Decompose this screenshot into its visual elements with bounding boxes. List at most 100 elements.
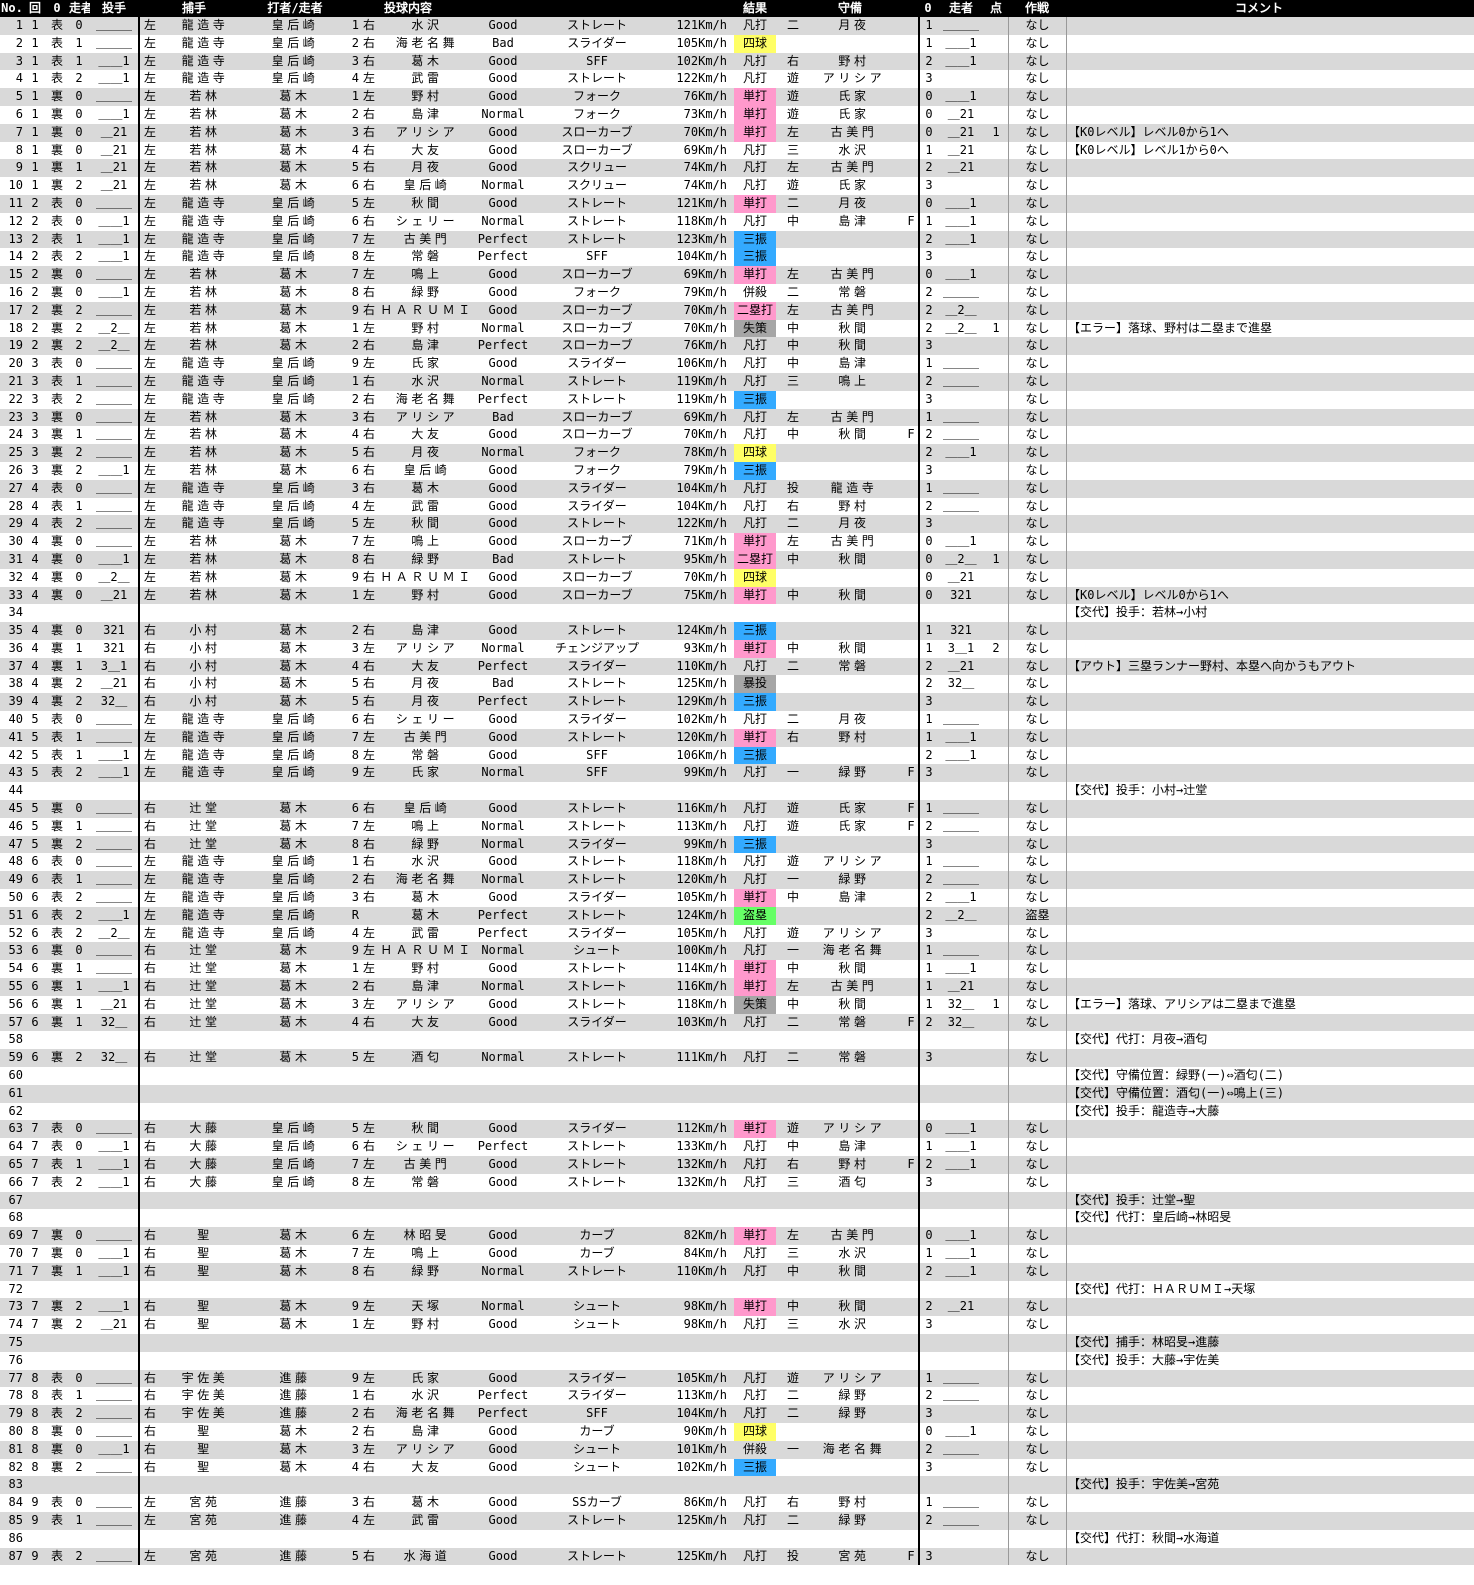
cell-batting-order: 2 xyxy=(351,623,359,638)
cell-inning: 2 xyxy=(31,338,39,353)
cell-result: 凡打 xyxy=(728,853,782,871)
cell-runners-after: ＿＿1 xyxy=(945,213,977,228)
cell-pitcher-hand: 右 xyxy=(138,693,160,712)
cell-outs-after: 2 xyxy=(918,444,938,462)
cell-catcher: 葛木 xyxy=(279,1441,311,1456)
cell-result: 凡打 xyxy=(728,53,782,71)
cell-batter: ＨＡＲＵＭＩ xyxy=(380,943,474,958)
cell-pitcher-hand: 左 xyxy=(138,88,160,106)
cell-pitcher: 聖 xyxy=(197,1228,213,1243)
cell-catcher: 葛木 xyxy=(279,302,311,317)
cell-batter: 葛木 xyxy=(411,53,443,68)
cell-tactic xyxy=(1008,1102,1066,1121)
cell-catcher: 葛木 xyxy=(279,1050,311,1065)
table-row: 15 2 裏 0 ＿＿＿ 左若林 葛木 7 左鳴上 Good スローカーブ 69Km/h 単打左古美門 0… xyxy=(0,266,1474,284)
cell-inning: 2 xyxy=(31,302,39,317)
cell-tactic: なし xyxy=(1008,817,1066,836)
cell-half: 裏 xyxy=(50,302,63,317)
cell-pitcher xyxy=(160,1192,250,1210)
cell-outs-after: 0 xyxy=(918,1120,938,1139)
cell-outs: 2 xyxy=(75,249,83,264)
table-row: 5 1 裏 0 ＿＿＿ 左若林 葛木 1 左野村 Good フォーク 76Km/h 単打遊氏家 0 ＿＿1 な… xyxy=(0,88,1474,106)
cell-runners: ＿＿＿ xyxy=(95,1423,132,1438)
cell-no: 77 xyxy=(8,1370,23,1385)
cell-pitch-type: ストレート xyxy=(566,71,627,86)
cell-no: 32 xyxy=(8,569,23,584)
result-badge: 四球 xyxy=(734,34,776,53)
cell-fielder-pos: 中 xyxy=(786,320,799,335)
cell-result: 凡打 xyxy=(728,498,782,516)
cell-fielder-pos: 一 xyxy=(786,765,799,780)
cell-comment: 【エラー】落球、アリシアは二塁まで進塁 xyxy=(1066,995,1452,1014)
cell-runs xyxy=(984,747,1008,765)
cell-runners: ＿＿＿ xyxy=(95,729,132,744)
cell-pitch-quality: Good xyxy=(488,160,518,175)
cell-pitch-type: フォーク xyxy=(572,462,621,477)
cell-outs: 2 xyxy=(75,71,83,86)
cell-outs xyxy=(68,782,90,800)
cell-pitch-type: ストレート xyxy=(566,195,627,210)
cell-half: 表 xyxy=(50,516,63,531)
cell-result xyxy=(728,604,782,622)
cell-pitcher-hand xyxy=(138,1191,160,1210)
cell-half: 表 xyxy=(50,854,63,869)
cell-half: 表 xyxy=(50,712,63,727)
cell-inning: 9 xyxy=(31,1512,39,1527)
cell-pitch-quality: Good xyxy=(488,284,518,299)
cell-outs-after: 3 xyxy=(918,1458,938,1477)
cell-pitcher-hand: 左 xyxy=(138,515,160,534)
cell-fielder: 古美門 xyxy=(830,267,878,282)
cell-foul-flag xyxy=(904,782,918,800)
result-badge: 四球 xyxy=(734,568,776,587)
result-badge: 凡打 xyxy=(742,872,767,887)
cell-speed: 78Km/h xyxy=(683,445,727,460)
cell-batter-hand: 左 xyxy=(362,747,375,762)
cell-outs-after: 3 xyxy=(918,515,938,534)
table-row: 82 8 裏 2 ＿＿＿ 右聖葛木 4 右大友 Good シュート 102Km/h 三振 3 なし xyxy=(0,1458,1474,1477)
cell-outs: 0 xyxy=(75,195,83,210)
cell-half xyxy=(46,1281,68,1299)
cell-catcher xyxy=(250,1281,340,1299)
cell-runs xyxy=(984,1334,1008,1352)
cell-catcher: 葛木 xyxy=(279,267,311,282)
cell-half: 裏 xyxy=(50,961,63,976)
cell-speed: 75Km/h xyxy=(683,587,727,602)
cell-tactic: なし xyxy=(1008,1547,1066,1566)
cell-pitcher: 龍造寺 xyxy=(181,765,229,780)
cell-fielder: 野村 xyxy=(838,53,870,68)
cell-fielder: 鳴上 xyxy=(838,373,870,388)
cell-foul-flag xyxy=(904,622,918,640)
cell-batter: シェリー xyxy=(395,1139,459,1154)
cell-pitch-type: スライダー xyxy=(567,658,627,673)
cell-pitch-quality: Perfect xyxy=(477,1139,529,1154)
cell-outs: 1 xyxy=(75,640,83,655)
cell-foul-flag xyxy=(904,1192,918,1210)
cell-catcher: 葛木 xyxy=(279,1459,311,1474)
cell-inning: 4 xyxy=(31,623,39,638)
cell-runners: ＿＿1 xyxy=(98,106,130,121)
cell-pitcher: 龍造寺 xyxy=(181,195,229,210)
cell-result: 凡打 xyxy=(728,800,782,818)
cell-no: 85 xyxy=(8,1512,23,1527)
cell-outs: 2 xyxy=(75,836,83,851)
cell-pitcher: 龍造寺 xyxy=(181,35,229,50)
cell-fielder xyxy=(804,1423,904,1441)
cell-fielder xyxy=(804,1192,904,1210)
header-cell: 0 xyxy=(924,1,932,15)
cell-inning xyxy=(24,1067,46,1085)
cell-runs xyxy=(984,960,1008,978)
cell-result: 併殺 xyxy=(728,284,782,302)
header-cell: 作戦 xyxy=(1024,1,1049,15)
cell-no: 71 xyxy=(8,1263,23,1278)
cell-half: 表 xyxy=(50,480,63,495)
cell-runners-after xyxy=(938,1548,984,1566)
cell-fielder-pos: 中 xyxy=(786,427,799,442)
result-badge: 凡打 xyxy=(742,338,767,353)
cell-half: 表 xyxy=(50,907,63,922)
cell-runners: ＿＿＿ xyxy=(95,427,132,442)
cell-outs: 2 xyxy=(75,694,83,709)
cell-batting-order: 6 xyxy=(351,801,359,816)
cell-fielder-pos: 中 xyxy=(786,1139,799,1154)
cell-speed: 121Km/h xyxy=(676,195,727,210)
cell-runs xyxy=(984,17,1008,35)
